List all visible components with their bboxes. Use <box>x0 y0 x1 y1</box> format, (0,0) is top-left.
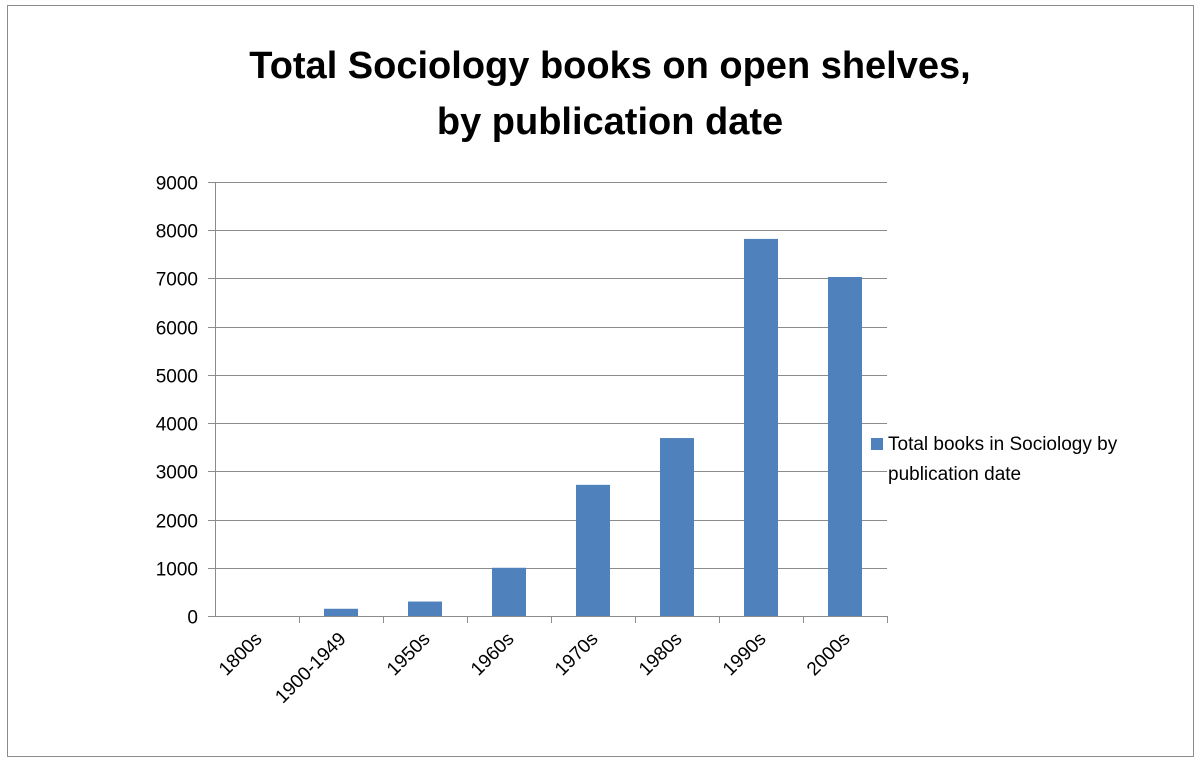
bar-1960s <box>492 567 526 616</box>
y-tick-label: 5000 <box>156 367 198 388</box>
x-tick-label: 1970s <box>551 629 602 680</box>
y-tick-label: 1000 <box>156 560 198 581</box>
x-tick-label: 1960s <box>467 629 518 680</box>
x-tick-label: 1950s <box>383 629 434 680</box>
legend-label: Total books in Sociology by publication … <box>888 434 1118 485</box>
chart-title-line-2: by publication date <box>436 101 784 143</box>
y-tick-label: 6000 <box>156 319 198 340</box>
y-tick-label: 9000 <box>156 174 198 195</box>
x-tick-label: 1980s <box>635 629 686 680</box>
bar-1970s <box>576 484 610 616</box>
legend-swatch <box>871 438 883 450</box>
y-tick-label: 8000 <box>156 222 198 243</box>
bar-1900-1949 <box>324 608 358 616</box>
y-tick-label: 4000 <box>156 415 198 436</box>
y-tick-label: 7000 <box>156 270 198 291</box>
x-tick-label: 2000s <box>803 629 854 680</box>
y-tick-label: 3000 <box>156 463 198 484</box>
bar-1990s <box>744 238 778 616</box>
y-tick-label: 2000 <box>156 512 198 533</box>
chart-area <box>7 5 1194 757</box>
x-tick-label: 1990s <box>719 629 770 680</box>
legend: Total books in Sociology by publication … <box>871 430 1191 490</box>
chart-title-line-1: Total Sociology books on open shelves, <box>249 45 971 87</box>
y-tick-label: 0 <box>187 608 198 629</box>
bar-2000s <box>828 276 862 616</box>
x-tick-label: 1900-1949 <box>271 629 350 708</box>
chart-title: Total Sociology books on open shelves, b… <box>0 38 1203 150</box>
x-tick-label: 1800s <box>215 629 266 680</box>
bar-1950s <box>408 601 442 616</box>
bar-1980s <box>660 438 694 616</box>
